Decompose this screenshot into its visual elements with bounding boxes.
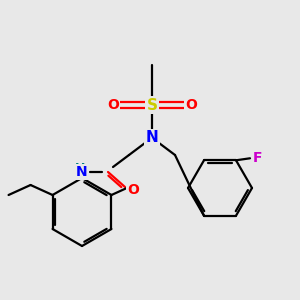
Text: S: S [146, 98, 158, 112]
Text: O: O [185, 98, 197, 112]
Text: N: N [146, 130, 158, 146]
Text: N: N [76, 165, 88, 179]
Text: O: O [107, 98, 119, 112]
Text: H: H [75, 163, 85, 176]
Text: F: F [253, 151, 263, 165]
Text: O: O [127, 183, 139, 197]
